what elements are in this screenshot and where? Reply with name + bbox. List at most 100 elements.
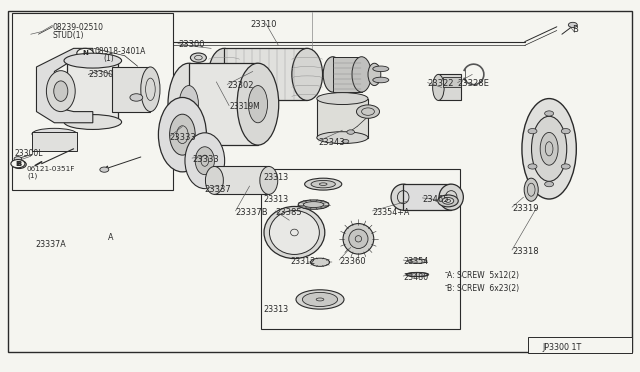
Text: 23360: 23360 <box>339 257 366 266</box>
Text: 06121-0351F: 06121-0351F <box>27 166 76 172</box>
Bar <box>67 61 118 122</box>
Text: A: SCREW  5x12(2): A: SCREW 5x12(2) <box>447 271 519 280</box>
Ellipse shape <box>372 77 388 83</box>
Ellipse shape <box>317 93 368 105</box>
Text: 08918-3401A: 08918-3401A <box>95 47 146 56</box>
Circle shape <box>347 130 355 134</box>
Circle shape <box>342 140 349 143</box>
Text: B: B <box>17 161 22 167</box>
Bar <box>403 184 451 210</box>
Text: 23322: 23322 <box>428 79 454 88</box>
Bar <box>112 67 150 112</box>
Polygon shape <box>36 48 93 123</box>
Text: 23333: 23333 <box>170 133 196 142</box>
Ellipse shape <box>195 147 214 175</box>
Ellipse shape <box>54 81 68 102</box>
Text: 23313: 23313 <box>264 173 289 182</box>
Ellipse shape <box>343 224 374 254</box>
Ellipse shape <box>524 178 538 201</box>
Ellipse shape <box>292 48 323 100</box>
Text: 23300: 23300 <box>178 40 204 49</box>
Ellipse shape <box>64 115 122 129</box>
Bar <box>224 48 307 100</box>
Ellipse shape <box>406 273 428 276</box>
Ellipse shape <box>310 258 330 266</box>
Ellipse shape <box>439 184 463 210</box>
Ellipse shape <box>303 202 324 208</box>
Ellipse shape <box>201 73 212 91</box>
Text: 23385: 23385 <box>275 208 302 217</box>
Text: 23312: 23312 <box>290 257 315 266</box>
Bar <box>32 132 77 151</box>
Text: 23319M: 23319M <box>229 102 260 111</box>
Bar <box>189 63 258 145</box>
Text: 23333: 23333 <box>192 155 219 164</box>
Ellipse shape <box>191 53 206 62</box>
Ellipse shape <box>46 71 76 112</box>
Text: B: SCREW  6x23(2): B: SCREW 6x23(2) <box>447 284 519 293</box>
Ellipse shape <box>352 57 371 92</box>
Ellipse shape <box>32 128 77 140</box>
Ellipse shape <box>323 57 342 92</box>
Ellipse shape <box>349 229 368 248</box>
Text: B: B <box>15 161 20 167</box>
Ellipse shape <box>317 132 368 144</box>
Bar <box>12 13 173 190</box>
Text: 23300: 23300 <box>88 70 113 79</box>
Ellipse shape <box>438 195 458 207</box>
Bar <box>333 57 362 92</box>
Ellipse shape <box>185 133 225 189</box>
Text: JP3300 1T: JP3300 1T <box>543 343 582 352</box>
Text: N: N <box>82 50 88 56</box>
Ellipse shape <box>433 74 444 100</box>
Ellipse shape <box>531 116 567 182</box>
Text: 23343: 23343 <box>319 138 346 147</box>
Ellipse shape <box>302 292 338 307</box>
Ellipse shape <box>209 48 239 100</box>
Ellipse shape <box>391 184 415 210</box>
Ellipse shape <box>311 180 335 188</box>
Text: 23328E: 23328E <box>458 79 490 88</box>
Ellipse shape <box>298 200 329 209</box>
Text: (1): (1) <box>104 54 115 63</box>
Ellipse shape <box>64 53 122 68</box>
Ellipse shape <box>64 58 122 124</box>
Text: 23337A: 23337A <box>35 240 66 249</box>
Text: 23302: 23302 <box>227 81 253 90</box>
Circle shape <box>568 22 577 28</box>
Text: 23318: 23318 <box>512 247 539 256</box>
Bar <box>261 169 460 329</box>
Text: B: B <box>572 25 578 34</box>
Ellipse shape <box>368 63 381 86</box>
Text: 23310: 23310 <box>251 20 277 29</box>
Circle shape <box>100 167 109 172</box>
Circle shape <box>545 111 554 116</box>
Bar <box>443 77 461 87</box>
Bar <box>438 74 461 100</box>
Text: 08239-02510: 08239-02510 <box>52 23 104 32</box>
Ellipse shape <box>296 290 344 309</box>
Circle shape <box>11 160 25 168</box>
Ellipse shape <box>141 67 160 112</box>
Circle shape <box>528 164 537 169</box>
Text: 23313: 23313 <box>264 305 289 314</box>
Text: 23319: 23319 <box>512 204 538 213</box>
Bar <box>214 166 269 194</box>
Bar <box>317 99 368 138</box>
Ellipse shape <box>522 99 577 199</box>
Circle shape <box>356 105 380 118</box>
Ellipse shape <box>248 86 268 123</box>
Text: 23337B: 23337B <box>236 208 268 217</box>
Circle shape <box>561 129 570 134</box>
Text: 23480: 23480 <box>403 273 428 282</box>
Ellipse shape <box>179 86 198 123</box>
Ellipse shape <box>305 178 342 190</box>
Text: 23465: 23465 <box>422 195 449 203</box>
Ellipse shape <box>442 198 454 204</box>
Text: STUD(1): STUD(1) <box>52 31 84 40</box>
Bar <box>528 337 632 353</box>
Ellipse shape <box>237 63 279 145</box>
Text: A: A <box>108 233 113 242</box>
Circle shape <box>77 48 93 58</box>
Circle shape <box>545 182 554 187</box>
